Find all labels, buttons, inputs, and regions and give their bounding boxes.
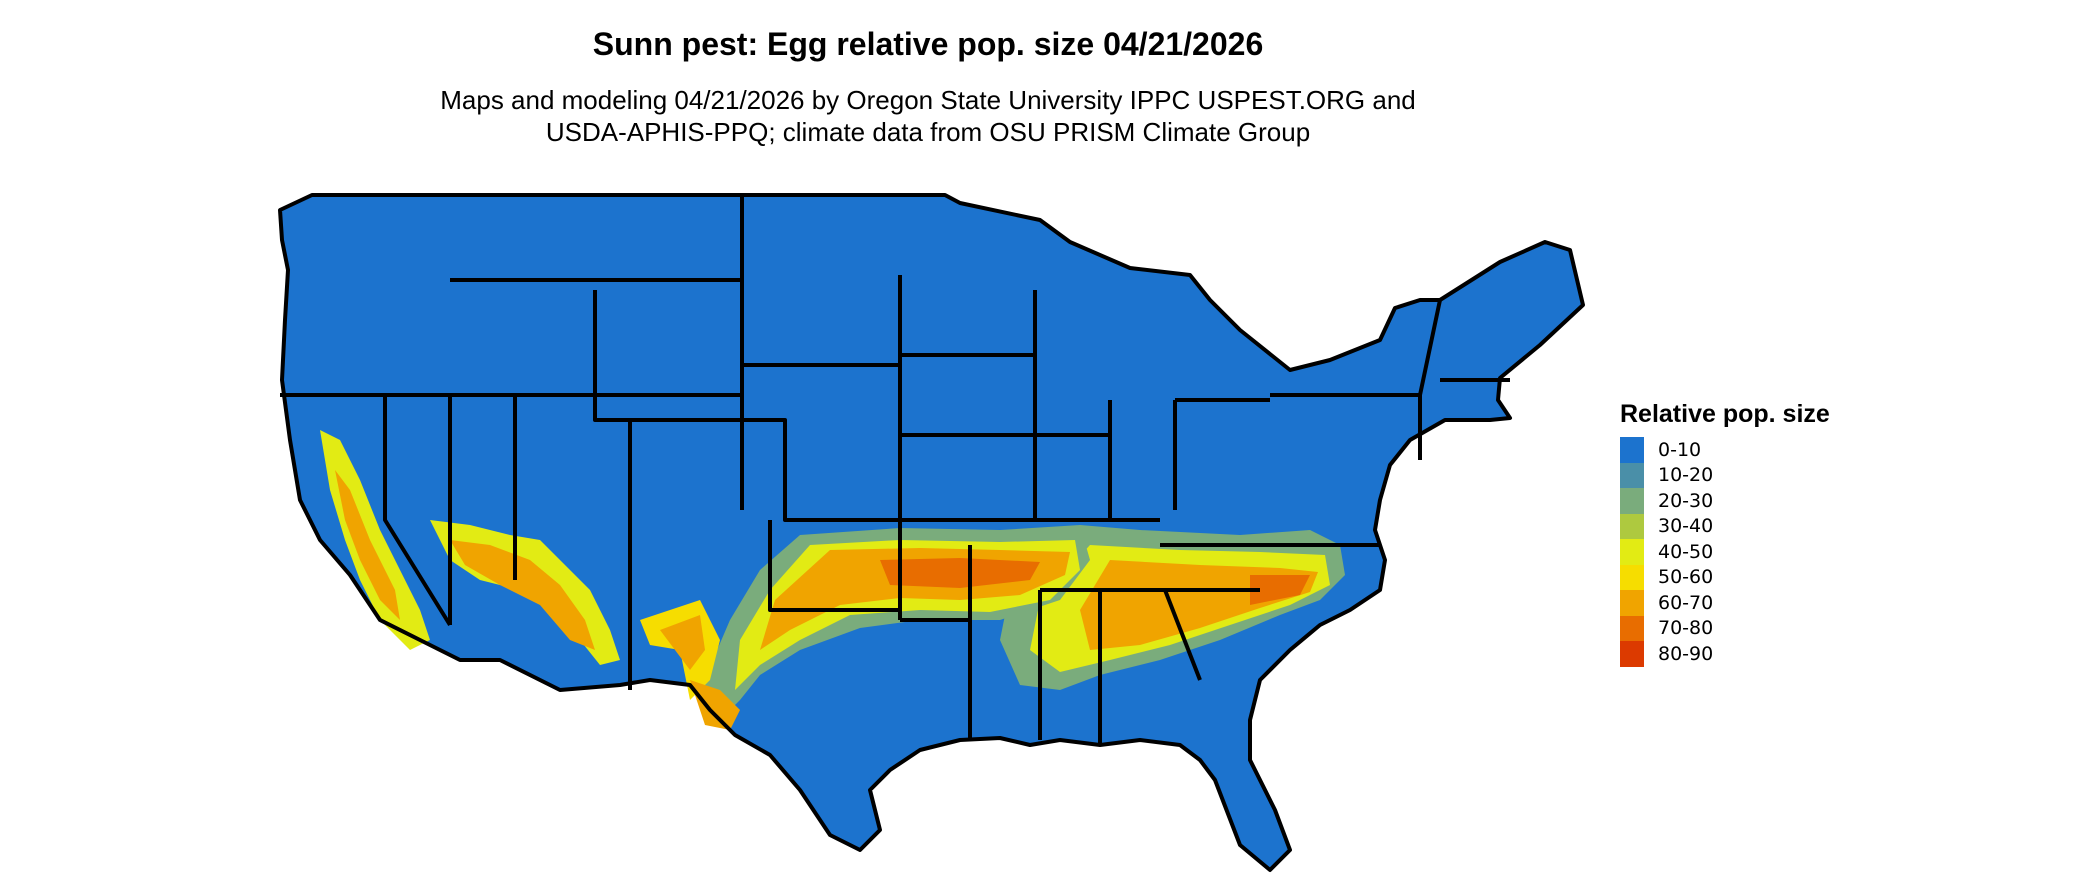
state-line-9 [783, 420, 900, 522]
legend-label: 40-50 [1658, 540, 1714, 563]
subtitle-line-1: Maps and modeling 04/21/2026 by Oregon S… [440, 85, 1416, 115]
legend-item: 60-70 [1620, 590, 1830, 616]
legend: Relative pop. size 0-10 10-20 20-30 30-40 40… [1620, 400, 1830, 667]
legend-item: 0-10 [1620, 437, 1830, 463]
legend-item: 10-20 [1620, 462, 1830, 488]
map-subtitle: Maps and modeling 04/21/2026 by Oregon S… [0, 84, 1856, 148]
southeast-risk-peak [1250, 575, 1310, 605]
south-central-risk-peak [880, 558, 1040, 588]
legend-label: 30-40 [1658, 515, 1714, 538]
legend-item: 20-30 [1620, 488, 1830, 514]
legend-label: 60-70 [1658, 591, 1714, 614]
california-risk-hot [335, 470, 400, 620]
legend-swatch [1620, 641, 1644, 667]
legend-item: 30-40 [1620, 513, 1830, 539]
legend-item: 50-60 [1620, 564, 1830, 590]
legend-item: 40-50 [1620, 539, 1830, 565]
legend-label: 0-10 [1658, 438, 1702, 461]
legend-swatch [1620, 513, 1644, 539]
map-title: Sunn pest: Egg relative pop. size 04/21/… [592, 26, 1264, 62]
legend-swatch [1620, 462, 1644, 488]
legend-title: Relative pop. size [1620, 400, 1830, 428]
us-outline [278, 193, 1585, 872]
legend-swatch [1620, 590, 1644, 616]
state-borders [278, 193, 1585, 872]
big-bend-risk [690, 680, 740, 730]
legend-label: 50-60 [1658, 566, 1714, 589]
california-risk-band [320, 430, 430, 650]
legend-swatch [1620, 615, 1644, 641]
legend-label: 10-20 [1658, 464, 1714, 487]
state-line-3 [383, 395, 452, 627]
legend-swatch [1620, 539, 1644, 565]
southwest-risk-hot [450, 540, 595, 650]
legend-items: 0-10 10-20 20-30 30-40 40-50 50-60 60-70 70-80 8… [1620, 437, 1830, 667]
legend-item: 70-80 [1620, 615, 1830, 641]
subtitle-line-2: USDA-APHIS-PPQ; climate data from OSU PR… [545, 117, 1311, 147]
state-line-14 [768, 520, 900, 612]
legend-label: 20-30 [1658, 489, 1714, 512]
legend-label: 80-90 [1658, 642, 1714, 665]
legend-swatch [1620, 437, 1644, 463]
us-map [278, 193, 1585, 872]
legend-item: 80-90 [1620, 641, 1830, 667]
legend-label: 70-80 [1658, 617, 1714, 640]
state-line-19 [1163, 589, 1202, 681]
legend-swatch [1620, 488, 1644, 514]
legend-swatch [1620, 564, 1644, 590]
texas-west-risk-hot [660, 615, 705, 670]
state-line-29 [1418, 299, 1442, 396]
